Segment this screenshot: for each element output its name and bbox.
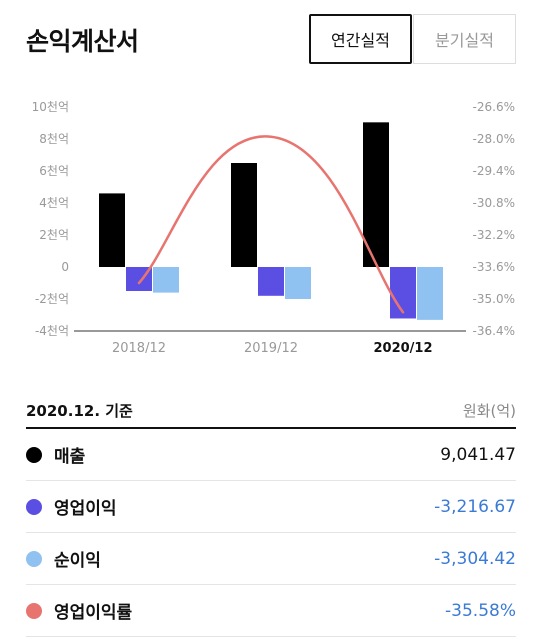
income-statement-chart: 10천억 8천억 6천억 4천억 2천억 0 -2천억 -4천억 -26.6% -28.0% -29… xyxy=(32,99,515,356)
right-tick-label: -35.0% xyxy=(473,292,515,306)
right-tick-label: -28.0% xyxy=(473,132,515,146)
x-tick-label: 2018/12 xyxy=(112,341,166,356)
legend-label: 매출 xyxy=(54,447,86,467)
bar-net-income xyxy=(285,267,311,299)
bar-operating-income xyxy=(258,267,284,296)
left-tick-label: -2천억 xyxy=(35,291,69,306)
left-tick-label: -4천억 xyxy=(35,323,69,338)
legend-value: -35.58% xyxy=(445,600,516,621)
basis-date: 2020.12. 기준 xyxy=(26,401,133,420)
tab-annual[interactable]: 연간실적 xyxy=(309,14,412,64)
legend-value: 9,041.47 xyxy=(440,444,516,465)
legend-label: 영업이익 xyxy=(54,499,117,519)
legend-label: 순이익 xyxy=(54,551,101,571)
legend-value: -3,304.42 xyxy=(434,548,516,569)
legend-label: 영업이익률 xyxy=(54,603,133,623)
legend-table: 매출 9,041.47 영업이익 -3,216.67 순이익 -3,304.42… xyxy=(26,429,516,637)
legend-row-operating-margin: 영업이익률 -35.58% xyxy=(26,585,516,637)
legend-row-net-income: 순이익 -3,304.42 xyxy=(26,533,516,585)
right-tick-label: -30.8% xyxy=(473,196,515,210)
right-tick-label: -32.2% xyxy=(473,228,515,242)
bar-net-income xyxy=(417,267,443,320)
right-tick-label: -36.4% xyxy=(473,324,515,338)
left-tick-label: 6천억 xyxy=(39,163,69,178)
operating-income-dot-icon xyxy=(26,498,42,515)
table-header: 2020.12. 기준 원화(억) xyxy=(26,392,516,428)
left-tick-label: 4천억 xyxy=(39,195,69,210)
tab-quarterly[interactable]: 분기실적 xyxy=(413,14,516,64)
legend-value: -3,216.67 xyxy=(434,496,516,517)
x-tick-label: 2019/12 xyxy=(244,341,298,356)
currency-unit: 원화(억) xyxy=(462,401,516,420)
left-tick-label: 8천억 xyxy=(39,131,69,146)
bar-operating-income xyxy=(390,267,416,319)
operating-margin-line xyxy=(137,135,405,314)
bar-revenue xyxy=(363,122,389,267)
operating-margin-dot-icon xyxy=(26,602,42,619)
left-tick-label: 10천억 xyxy=(32,99,69,114)
legend-row-operating-income: 영업이익 -3,216.67 xyxy=(26,481,516,533)
page-title: 손익계산서 xyxy=(26,27,139,56)
right-tick-label: -29.4% xyxy=(473,164,515,178)
net-income-dot-icon xyxy=(26,550,42,567)
bar-revenue xyxy=(231,163,257,267)
x-tick-label: 2020/12 xyxy=(373,341,432,356)
left-tick-label: 2천억 xyxy=(39,227,69,242)
revenue-dot-icon xyxy=(26,446,42,463)
bar-net-income xyxy=(153,267,179,293)
bar-revenue xyxy=(99,193,125,267)
legend-row-revenue: 매출 9,041.47 xyxy=(26,429,516,481)
period-tabs: 연간실적 분기실적 xyxy=(309,14,516,64)
right-tick-label: -33.6% xyxy=(473,260,515,274)
table-divider xyxy=(26,427,516,429)
left-tick-label: 0 xyxy=(61,260,69,274)
right-tick-label: -26.6% xyxy=(473,100,515,114)
